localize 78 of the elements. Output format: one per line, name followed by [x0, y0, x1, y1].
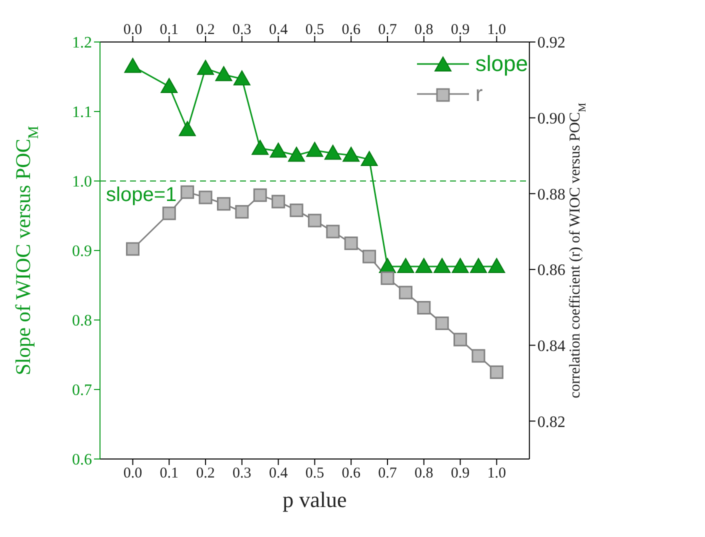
point [326, 224, 340, 238]
y2-tick-label: 0.88 [537, 186, 566, 204]
point [434, 258, 451, 273]
point [488, 258, 506, 273]
point [490, 365, 504, 379]
point [180, 185, 194, 199]
x-axis-title: p value [282, 487, 347, 512]
x2-tick-label: 1.0 [487, 466, 506, 482]
x2-tick-label: 0.2 [196, 466, 215, 482]
point [160, 78, 178, 93]
point [362, 250, 376, 264]
y2-tick-label: 0.86 [537, 262, 566, 280]
y-tick-label: 0.8 [72, 312, 92, 330]
y-tick-label: 0.6 [72, 452, 92, 469]
x-tick-label: 0.0 [123, 22, 142, 38]
x2-tick-label: 0.9 [450, 466, 470, 482]
ref-line-label: slope=1 [106, 184, 177, 206]
y-tick-label: 0.7 [72, 382, 92, 400]
point [198, 190, 212, 204]
x-tick-label: 0.7 [378, 22, 398, 38]
y-tick-label: 0.9 [72, 243, 92, 260]
x-tick-label: 0.1 [160, 22, 179, 38]
x2-tick-label: 0.5 [305, 466, 324, 482]
y2-tick-label: 0.92 [537, 34, 566, 52]
x2-tick-label: 0.7 [378, 466, 398, 482]
y2-tick-label: 0.82 [537, 414, 566, 431]
point [417, 300, 431, 314]
y-tick-label: 1.0 [72, 174, 92, 191]
point [272, 194, 286, 208]
x2-tick-label: 0.6 [342, 466, 361, 482]
point [454, 332, 468, 346]
x-tick-label: 1.0 [487, 22, 506, 38]
x-tick-label: 0.6 [342, 22, 361, 38]
legend-label: r [475, 81, 483, 106]
point [397, 258, 414, 273]
x-tick-label: 0.4 [268, 22, 288, 38]
x2-tick-label: 0.0 [123, 466, 142, 482]
x2-tick-label: 0.8 [414, 466, 434, 482]
x-tick-label: 0.5 [305, 22, 324, 38]
x-tick-label: 0.8 [414, 22, 434, 38]
point [470, 258, 487, 273]
point [344, 236, 358, 250]
point [452, 258, 469, 273]
point [342, 146, 360, 162]
point [216, 197, 230, 211]
point [235, 205, 249, 219]
point [126, 242, 140, 256]
x2-tick-label: 0.3 [232, 466, 252, 482]
y2-tick-label: 0.90 [537, 110, 566, 128]
x-tick-label: 0.2 [196, 22, 215, 38]
point [472, 349, 486, 363]
point [252, 140, 269, 155]
x2-tick-label: 0.4 [268, 466, 288, 482]
y2-tick-label: 0.84 [537, 338, 566, 355]
point [324, 144, 342, 160]
point [380, 271, 394, 285]
legend-label: slope [475, 51, 528, 76]
point [124, 58, 142, 73]
y-tick-label: 1.1 [72, 104, 92, 122]
point [197, 60, 214, 75]
point [178, 121, 196, 136]
point [435, 316, 449, 330]
x-tick-label: 0.9 [450, 22, 470, 38]
point [162, 206, 176, 220]
point [306, 142, 324, 157]
point [360, 150, 378, 166]
point [308, 214, 322, 228]
point [398, 286, 412, 300]
point [288, 146, 306, 162]
x-tick-label: 0.3 [232, 22, 252, 38]
point [215, 66, 232, 82]
point [233, 70, 250, 86]
point [253, 188, 267, 202]
point [415, 258, 432, 273]
point [290, 204, 304, 218]
y-tick-label: 1.2 [72, 34, 92, 52]
x2-tick-label: 0.1 [160, 466, 179, 482]
point [270, 142, 287, 158]
